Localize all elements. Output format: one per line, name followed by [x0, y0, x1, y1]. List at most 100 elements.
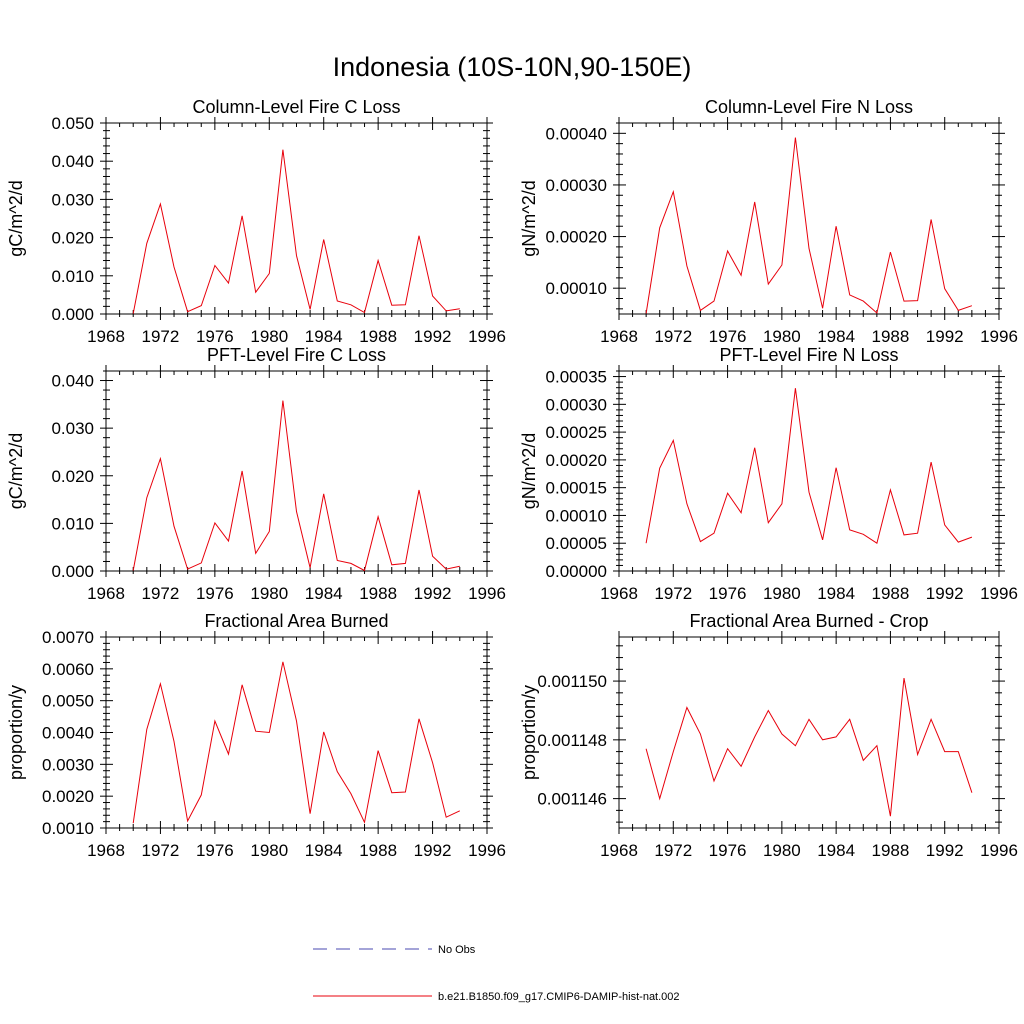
x-tick-label: 1968 [600, 584, 638, 603]
series-line [132, 149, 460, 314]
y-axis-label: gN/m^2/d [519, 433, 539, 509]
plot-frame [618, 370, 1000, 572]
y-tick-label: 0.00005 [546, 534, 607, 553]
x-tick-label: 1976 [709, 327, 747, 346]
y-tick-label: 0.0040 [42, 724, 94, 743]
y-tick-label: 0.00020 [546, 451, 607, 470]
y-tick-label: 0.030 [51, 190, 94, 209]
plot-frame [618, 636, 1000, 829]
series-line [132, 400, 460, 572]
x-tick-label: 1984 [305, 841, 343, 860]
y-tick-label: 0.050 [51, 114, 94, 133]
panel-title: Column-Level Fire N Loss [705, 97, 913, 117]
x-tick-label: 1984 [305, 327, 343, 346]
x-tick-label: 1996 [468, 584, 506, 603]
x-tick-label: 1988 [872, 327, 910, 346]
x-tick-label: 1996 [980, 327, 1018, 346]
x-tick-label: 1968 [600, 841, 638, 860]
y-tick-label: 0.0010 [42, 819, 94, 838]
y-tick-label: 0.001146 [537, 790, 607, 809]
x-tick-label: 1972 [142, 841, 180, 860]
x-tick-label: 1988 [359, 584, 397, 603]
y-tick-label: 0.010 [51, 514, 94, 533]
figure-title: Indonesia (10S-10N,90-150E) [333, 52, 692, 82]
y-tick-label: 0.020 [51, 229, 94, 248]
y-tick-label: 0.00010 [546, 506, 607, 525]
x-tick-label: 1984 [305, 584, 343, 603]
x-tick-label: 1976 [709, 584, 747, 603]
x-tick-label: 1968 [87, 327, 125, 346]
panel-3: PFT-Level Fire C Loss gC/m^2/d 1968 1972 197… [6, 345, 506, 603]
x-tick-label: 1988 [872, 584, 910, 603]
x-tick-label: 1984 [817, 841, 855, 860]
legend: No Obs b.e21.B1850.f09_g17.CMIP6-DAMIP-h… [313, 944, 680, 1003]
y-tick-label: 0.030 [51, 419, 94, 438]
y-tick-label: 0.0060 [42, 660, 94, 679]
y-tick-label: 0.00020 [546, 228, 607, 247]
panel-title: PFT-Level Fire C Loss [207, 345, 386, 365]
y-tick-label: 0.040 [51, 372, 94, 391]
y-axis-label: gC/m^2/d [6, 180, 26, 256]
y-tick-label: 0.00000 [546, 562, 607, 581]
legend-model-label: b.e21.B1850.f09_g17.CMIP6-DAMIP-hist-nat… [438, 991, 680, 1003]
panel-5: Fractional Area Burned proportion/y 1968 19… [6, 611, 506, 860]
panel-2: Column-Level Fire N Loss gN/m^2/d 1968 1972… [519, 97, 1018, 346]
x-tick-label: 1972 [654, 327, 692, 346]
series-line [645, 678, 973, 817]
y-tick-label: 0.0030 [42, 755, 94, 774]
x-tick-label: 1976 [196, 327, 234, 346]
x-tick-label: 1976 [709, 841, 747, 860]
y-axis-label: proportion/y [519, 685, 539, 780]
x-tick-label: 1972 [142, 327, 180, 346]
y-tick-label: 0.000 [51, 562, 94, 581]
x-tick-label: 1976 [196, 841, 234, 860]
y-tick-label: 0.0050 [42, 692, 94, 711]
panel-1: Column-Level Fire C Loss gC/m^2/d 1968 1972… [6, 97, 506, 346]
y-tick-label: 0.001150 [537, 672, 607, 691]
y-tick-label: 0.020 [51, 467, 94, 486]
x-tick-label: 1980 [763, 584, 801, 603]
series-line [645, 137, 973, 314]
x-tick-label: 1972 [654, 584, 692, 603]
y-tick-label: 0.00030 [546, 395, 607, 414]
y-tick-label: 0.000 [51, 305, 94, 324]
x-tick-label: 1972 [142, 584, 180, 603]
panel-6: Fractional Area Burned - Crop proportion/… [519, 611, 1018, 860]
panel-title: Fractional Area Burned [204, 611, 388, 631]
y-tick-label: 0.010 [51, 267, 94, 286]
x-tick-label: 1980 [250, 584, 288, 603]
x-tick-label: 1980 [763, 327, 801, 346]
x-tick-label: 1972 [654, 841, 692, 860]
x-tick-label: 1988 [872, 841, 910, 860]
y-tick-label: 0.0020 [42, 787, 94, 806]
x-tick-label: 1968 [600, 327, 638, 346]
panel-title: PFT-Level Fire N Loss [719, 345, 898, 365]
x-tick-label: 1968 [87, 584, 125, 603]
x-tick-label: 1988 [359, 841, 397, 860]
panel-4: PFT-Level Fire N Loss gN/m^2/d 1968 1972 197… [519, 345, 1018, 603]
y-tick-label: 0.00040 [546, 124, 607, 143]
panel-title: Fractional Area Burned - Crop [689, 611, 928, 631]
y-tick-label: 0.00025 [546, 423, 607, 442]
y-tick-label: 0.00035 [546, 368, 607, 387]
y-tick-label: 0.00030 [546, 176, 607, 195]
x-tick-label: 1992 [926, 584, 964, 603]
panels: Column-Level Fire C Loss gC/m^2/d 1968 1972… [6, 97, 1018, 860]
x-tick-label: 1992 [926, 327, 964, 346]
x-tick-label: 1992 [414, 841, 452, 860]
legend-no-obs-label: No Obs [438, 944, 476, 956]
y-tick-label: 0.001148 [537, 731, 607, 750]
y-tick-label: 0.00015 [546, 479, 607, 498]
panel-title: Column-Level Fire C Loss [192, 97, 400, 117]
y-axis-label: gC/m^2/d [6, 433, 26, 509]
y-tick-label: 0.040 [51, 152, 94, 171]
x-tick-label: 1980 [250, 841, 288, 860]
x-tick-label: 1996 [980, 841, 1018, 860]
x-tick-label: 1980 [763, 841, 801, 860]
x-tick-label: 1980 [250, 327, 288, 346]
plot-frame [105, 636, 488, 829]
x-tick-label: 1968 [87, 841, 125, 860]
y-axis-label: gN/m^2/d [519, 180, 539, 256]
x-tick-label: 1996 [980, 584, 1018, 603]
